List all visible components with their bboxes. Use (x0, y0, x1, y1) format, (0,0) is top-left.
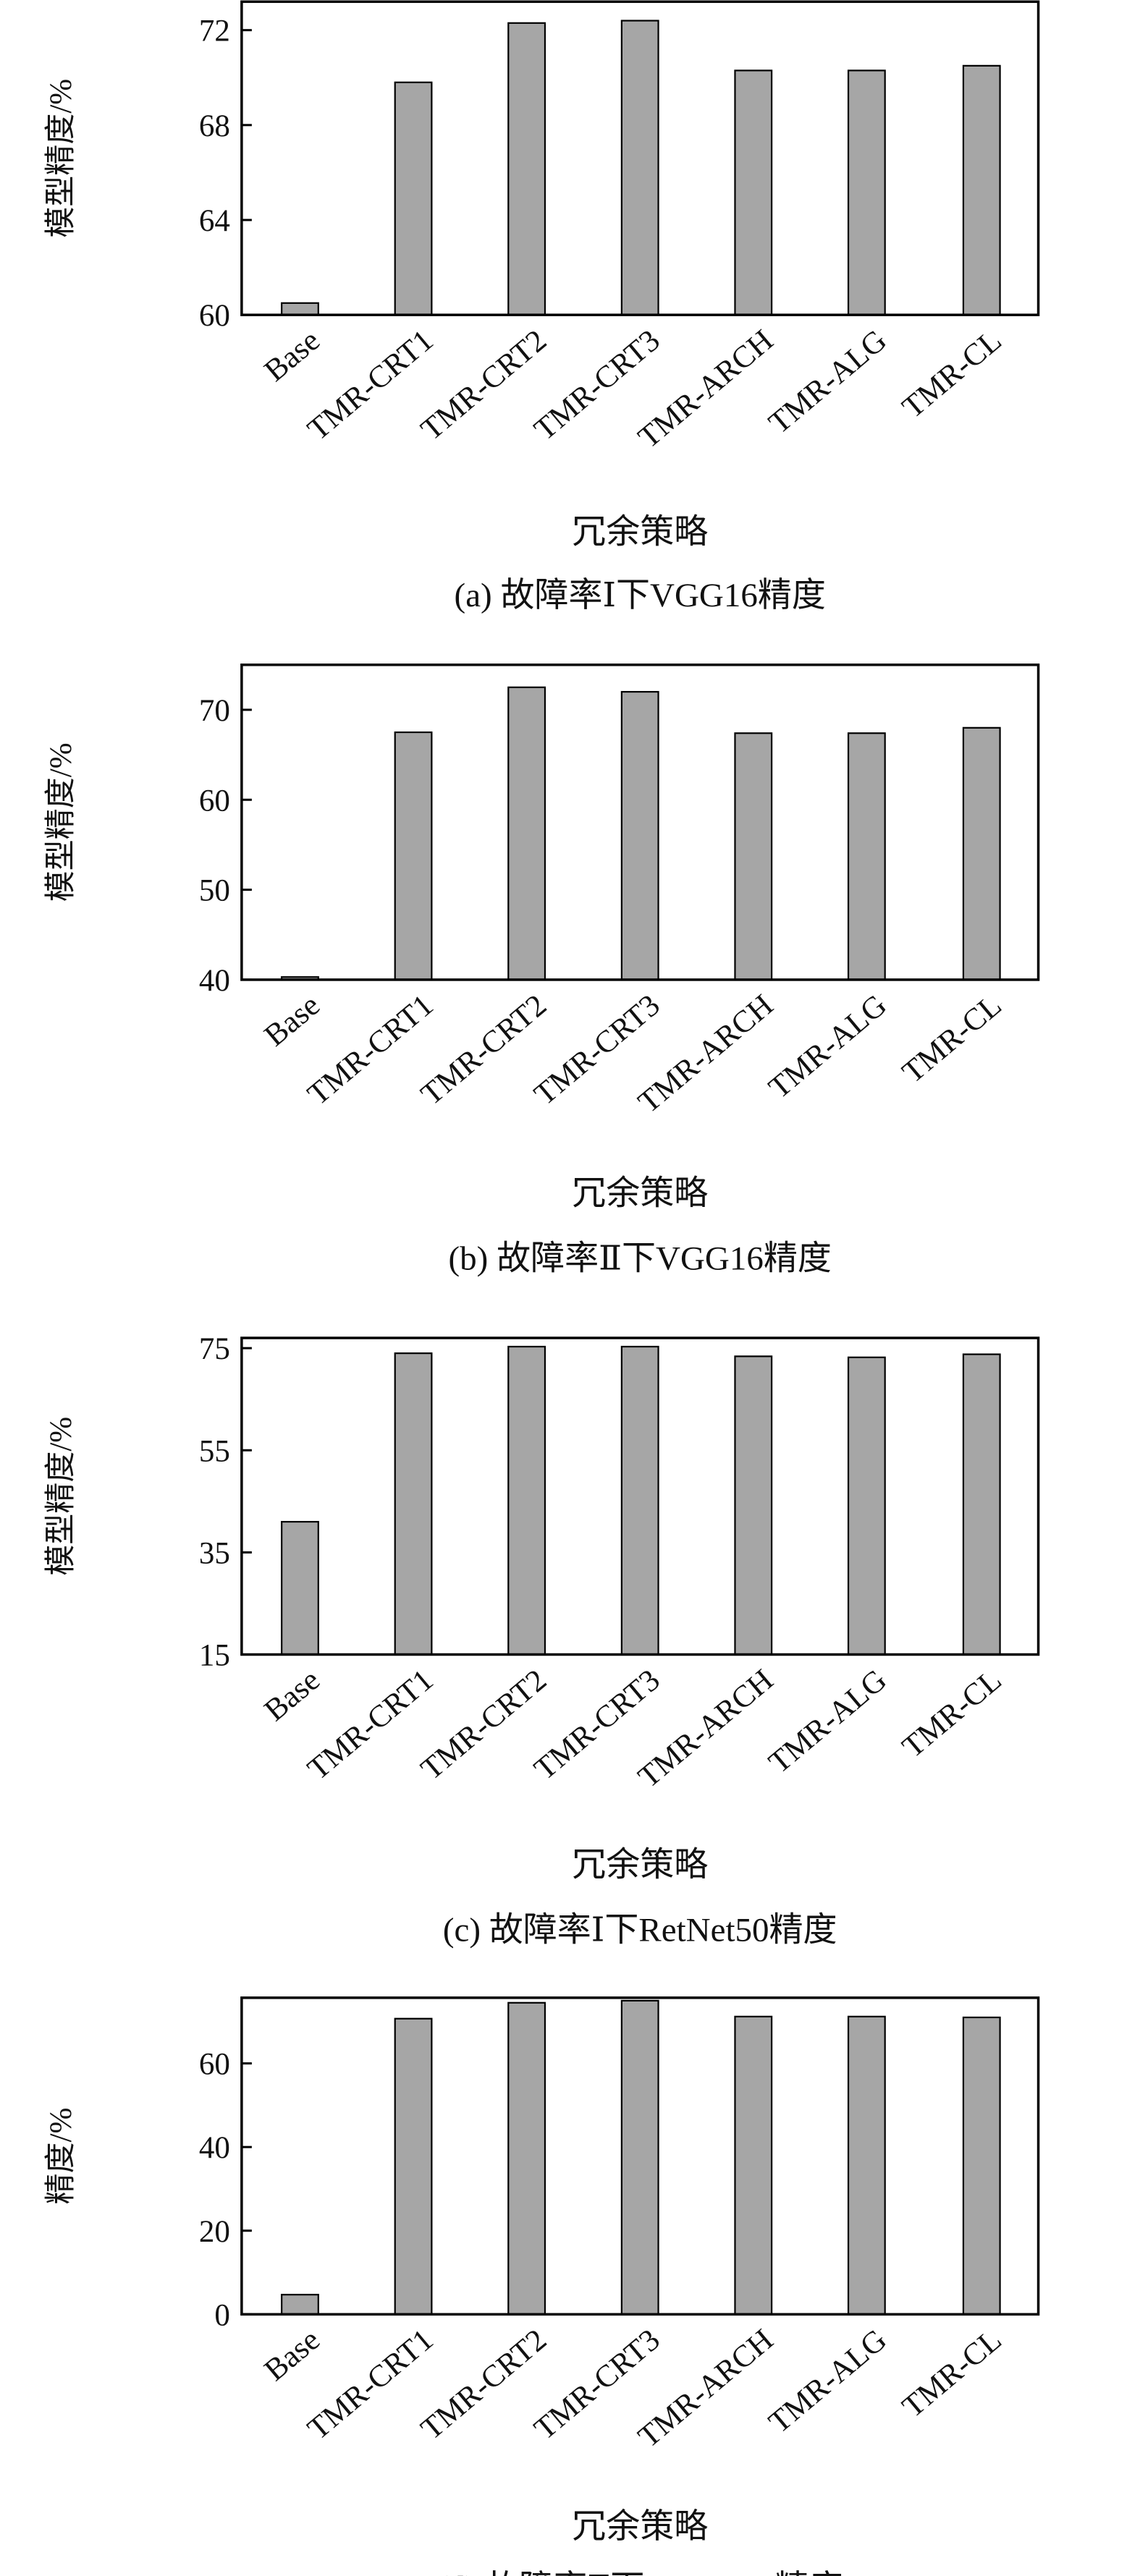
bar-tmr-crt3 (620, 1999, 659, 2316)
bar-tmr-crt3 (620, 1345, 659, 1656)
x-tick-label: TMR-CL (896, 1663, 1008, 1764)
bar-tmr-crt1 (394, 1352, 433, 1656)
x-tick-label: TMR-ALG (763, 323, 893, 441)
panel-caption: (a) 故障率Ⅰ下VGG16精度 (455, 577, 826, 614)
bar-tmr-crt1 (394, 731, 433, 981)
x-tick-label: TMR-CRT2 (415, 1663, 553, 1787)
x-tick-label: Base (258, 323, 326, 389)
chart-panel-a: 60646872BaseTMR-CRT1TMR-CRT2TMR-CRT3TMR-… (44, 0, 1040, 614)
plot-frame (240, 1336, 1040, 1656)
x-tick-label: TMR-ALG (763, 1663, 893, 1780)
x-tick-label: TMR-CL (896, 323, 1008, 425)
x-tick-label: TMR-CRT1 (301, 2323, 439, 2446)
y-tick-label: 15 (199, 1639, 230, 1673)
y-tick-label: 20 (199, 2215, 230, 2249)
y-tick-label: 0 (214, 2298, 230, 2332)
y-axis-label: 模型精度/% (44, 742, 78, 902)
x-tick-label: TMR-CL (896, 2323, 1008, 2424)
x-tick-label: Base (258, 1663, 326, 1728)
x-tick-label: TMR-ALG (763, 2323, 893, 2440)
bar-tmr-alg (847, 2015, 886, 2316)
x-axis-label: 冗余策略 (572, 514, 708, 551)
bar-tmr-cl (962, 64, 1001, 316)
bar-base (281, 1520, 319, 1656)
x-tick-label: Base (258, 988, 326, 1054)
bar-tmr-cl (962, 2016, 1001, 2316)
panel-caption: (b) 故障率Ⅱ下VGG16精度 (449, 1240, 832, 1277)
panel-caption: (d) 故障率Ⅱ下RetNet50精度 (437, 2569, 843, 2576)
x-tick-label: TMR-CL (896, 988, 1008, 1090)
bar-tmr-crt2 (507, 1345, 546, 1656)
x-axis-label: 冗余策略 (572, 1175, 708, 1213)
bar-tmr-crt1 (394, 81, 433, 316)
chart-panel-b: 40506070BaseTMR-CRT1TMR-CRT2TMR-CRT3TMR-… (44, 664, 1040, 1277)
y-tick-label: 60 (199, 784, 230, 818)
bar-tmr-alg (847, 69, 886, 316)
bar-tmr-crt2 (507, 686, 546, 981)
bar-tmr-arch (734, 2015, 773, 2316)
bar-base (281, 302, 319, 316)
bar-tmr-arch (734, 1355, 773, 1656)
y-tick-label: 40 (199, 964, 230, 998)
bar-tmr-alg (847, 1356, 886, 1656)
y-tick-label: 60 (199, 2048, 230, 2082)
y-tick-label: 70 (199, 694, 230, 728)
panel-caption: (c) 故障率Ⅰ下RetNet50精度 (443, 1911, 837, 1949)
bar-tmr-crt3 (620, 20, 659, 316)
x-tick-label: TMR-CRT2 (415, 323, 553, 447)
x-tick-label: TMR-CRT1 (301, 1663, 439, 1787)
plot-frame (240, 664, 1040, 981)
y-axis-label: 模型精度/% (44, 79, 78, 238)
x-axis-label: 冗余策略 (572, 2508, 708, 2546)
x-tick-label: TMR-CRT1 (301, 323, 439, 447)
bar-tmr-crt3 (620, 690, 659, 981)
y-tick-label: 50 (199, 874, 230, 908)
x-tick-label: TMR-ALG (763, 988, 893, 1106)
y-tick-label: 35 (199, 1536, 230, 1570)
bar-tmr-cl (962, 726, 1001, 981)
bar-tmr-crt2 (507, 2001, 546, 2316)
bar-tmr-arch (734, 69, 773, 316)
y-tick-label: 68 (199, 109, 230, 143)
y-axis-label: 模型精度/% (44, 1417, 78, 1576)
chart-panel-d: 0204060BaseTMR-CRT1TMR-CRT2TMR-CRT3TMR-A… (44, 1996, 1040, 2576)
y-tick-label: 64 (199, 204, 230, 238)
bar-tmr-cl (962, 1353, 1001, 1656)
y-tick-label: 60 (199, 299, 230, 333)
chart-panel-c: 15355575BaseTMR-CRT1TMR-CRT2TMR-CRT3TMR-… (44, 1332, 1040, 1949)
x-tick-label: TMR-CRT2 (415, 988, 553, 1112)
bar-tmr-alg (847, 732, 886, 981)
bar-base (281, 2294, 319, 2316)
y-tick-label: 72 (199, 14, 230, 48)
plot-frame (240, 1996, 1040, 2316)
plot-frame (240, 0, 1040, 316)
y-tick-label: 55 (199, 1434, 230, 1468)
x-tick-label: TMR-CRT2 (415, 2323, 553, 2446)
x-axis-label: 冗余策略 (572, 1847, 708, 1884)
y-tick-label: 75 (199, 1332, 230, 1366)
bar-tmr-arch (734, 732, 773, 981)
x-tick-label: Base (258, 2323, 326, 2388)
bar-tmr-crt2 (507, 22, 546, 316)
bar-tmr-crt1 (394, 2017, 433, 2316)
y-tick-label: 40 (199, 2131, 230, 2165)
y-axis-label: 精度/% (44, 2108, 78, 2205)
x-tick-label: TMR-CRT1 (301, 988, 439, 1112)
